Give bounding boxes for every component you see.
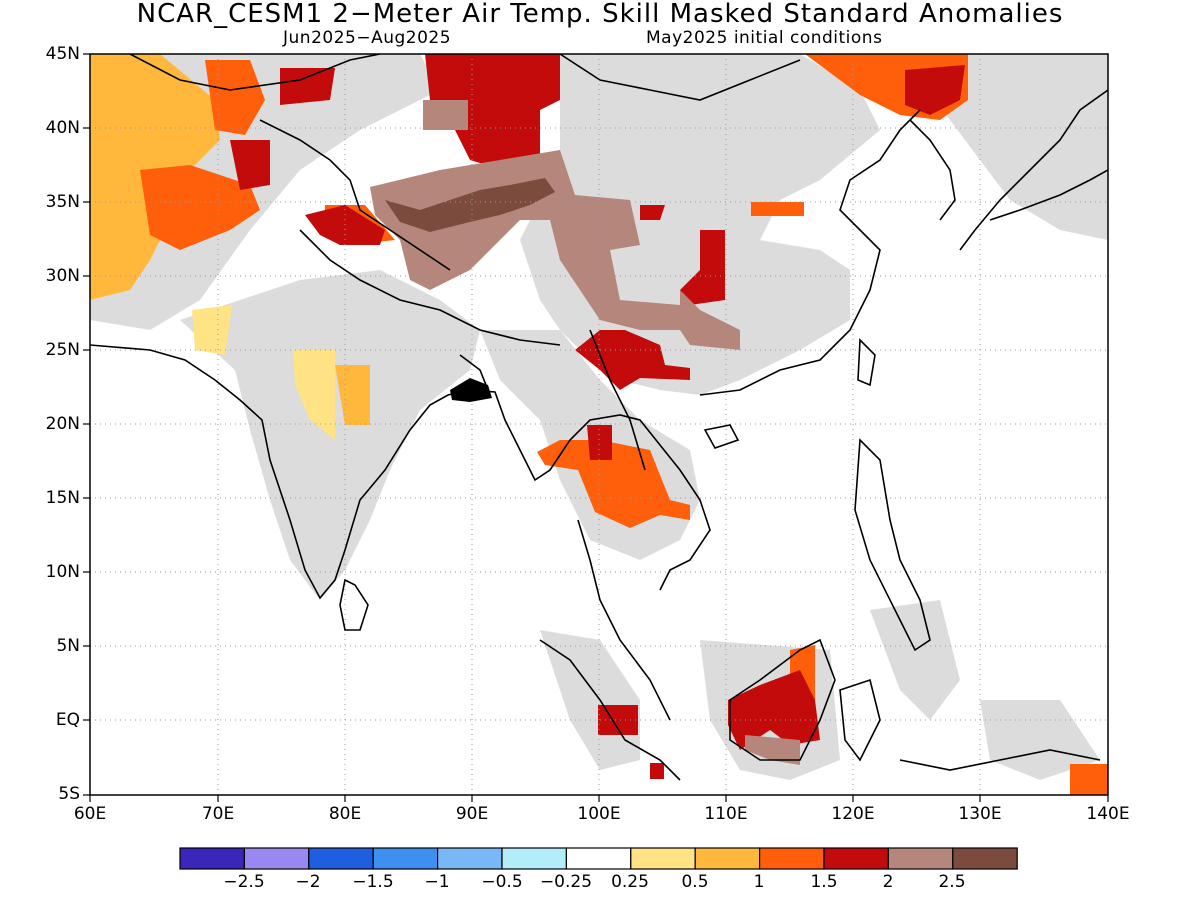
lon-label: 70E <box>201 804 235 824</box>
colorbar-swatch <box>372 847 439 870</box>
colorbar <box>179 847 1018 870</box>
colorbar-swatch <box>630 847 696 870</box>
lat-label: 5N <box>56 636 80 656</box>
colorbar-swatch <box>758 847 825 870</box>
lat-label: 15N <box>45 488 80 508</box>
anomaly-1.5-2 <box>230 54 965 779</box>
lon-label: 140E <box>1086 804 1130 824</box>
lon-label: 60E <box>73 804 107 824</box>
gridlines <box>90 54 1108 795</box>
anomaly-0.25-0.5 <box>192 305 335 440</box>
lon-label: 100E <box>577 804 621 824</box>
anomaly-above-2.5 <box>385 178 555 232</box>
colorbar-label: −2 <box>295 872 321 892</box>
colorbar-label: 2 <box>882 872 894 892</box>
lon-label: 120E <box>831 804 875 824</box>
lat-label: 20N <box>45 414 80 434</box>
map-title: NCAR_CESM1 2−Meter Air Temp. Skill Maske… <box>136 0 1064 29</box>
lat-label: 10N <box>45 562 80 582</box>
colorbar-swatch <box>308 847 374 870</box>
colorbar-label: −1.5 <box>352 872 394 892</box>
colorbar-label: −2.5 <box>223 872 265 892</box>
coastlines <box>90 54 1108 781</box>
colorbar-label: 0.5 <box>681 872 709 892</box>
lat-label: 45N <box>45 44 80 64</box>
lat-label: 40N <box>45 118 80 138</box>
forecast-period: Jun2025−Aug2025 <box>283 28 452 48</box>
lat-label: 5S <box>58 784 80 804</box>
colorbar-swatch <box>565 847 632 870</box>
colorbar-label: 1.5 <box>810 872 838 892</box>
colorbar-label: 2.5 <box>938 872 966 892</box>
lat-label: 35N <box>45 192 80 212</box>
delta-shading <box>450 378 492 402</box>
colorbar-label: 0.25 <box>611 872 649 892</box>
colorbar-swatch <box>179 847 246 870</box>
lat-label: 25N <box>45 340 80 360</box>
colorbar-swatch <box>243 847 310 870</box>
lon-label: 90E <box>455 804 489 824</box>
lat-label: 30N <box>45 266 80 286</box>
initial-conditions: May2025 initial conditions <box>646 28 883 48</box>
colorbar-swatch <box>437 847 503 870</box>
colorbar-swatch <box>501 847 568 870</box>
colorbar-label: −1 <box>424 872 450 892</box>
colorbar-swatch <box>694 847 761 870</box>
colorbar-label: −0.25 <box>539 872 593 892</box>
axis-ticks <box>83 53 1109 802</box>
colorbar-label: 1 <box>753 872 765 892</box>
colorbar-swatch <box>952 847 1018 870</box>
colorbar-swatch <box>823 847 890 870</box>
lon-label: 80E <box>328 804 362 824</box>
colorbar-label: −0.5 <box>481 872 523 892</box>
colorbar-swatch <box>887 847 954 870</box>
lon-label: 130E <box>958 804 1002 824</box>
lon-label: 110E <box>704 804 748 824</box>
lat-label: EQ <box>55 710 80 730</box>
